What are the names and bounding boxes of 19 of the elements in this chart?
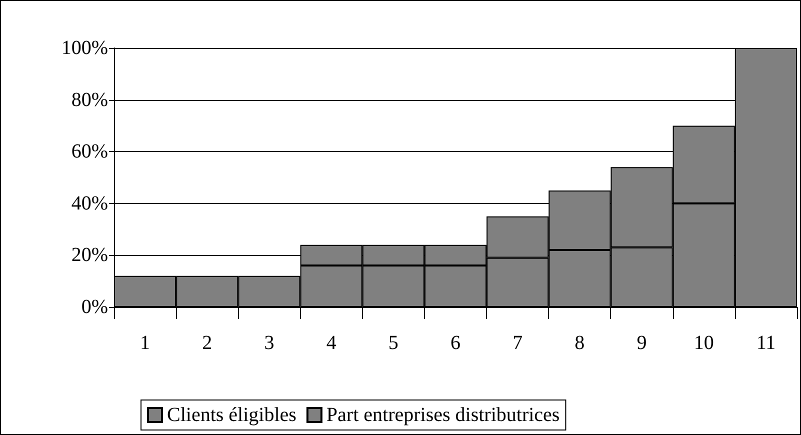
x-tick-label: 3 xyxy=(264,332,274,354)
x-tick-label: 1 xyxy=(140,332,150,354)
y-tick-label: 0% xyxy=(81,296,108,318)
legend-label: Part entreprises distributrices xyxy=(326,404,560,426)
x-tick-label: 6 xyxy=(450,332,460,354)
x-tick-label: 9 xyxy=(636,332,647,354)
x-tick-label: 10 xyxy=(694,332,714,354)
x-tick-label: 11 xyxy=(756,332,776,354)
y-tick-label: 40% xyxy=(71,192,108,214)
x-tick-label: 5 xyxy=(388,332,398,354)
y-tick-label: 100% xyxy=(61,37,108,59)
x-tick-label: 7 xyxy=(512,332,523,354)
x-tick-label: 4 xyxy=(326,332,336,354)
y-tick-label: 20% xyxy=(71,244,108,266)
x-tick-label: 2 xyxy=(202,332,212,354)
y-tick-label: 80% xyxy=(71,88,108,111)
y-tick-label: 60% xyxy=(71,140,108,163)
x-tick-label: 8 xyxy=(574,332,585,354)
legend-label: Clients éligibles xyxy=(167,404,297,426)
